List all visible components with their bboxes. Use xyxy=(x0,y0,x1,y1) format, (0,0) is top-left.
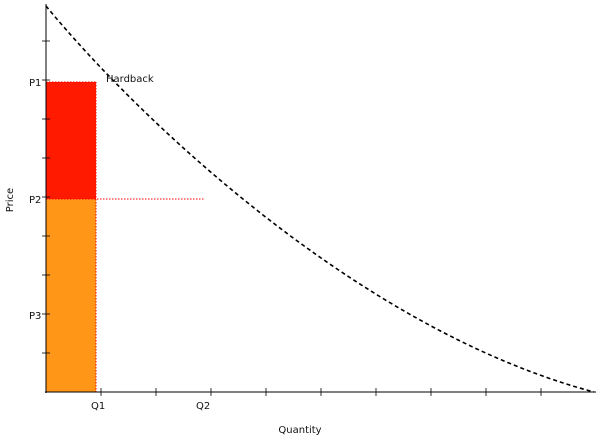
demand-curve xyxy=(45,5,595,393)
revenue-area-upper xyxy=(46,82,96,199)
x-axis-ticks xyxy=(100,388,542,396)
label-p2: P2 xyxy=(29,195,41,206)
label-p1: P1 xyxy=(29,78,41,89)
label-q1: Q1 xyxy=(91,401,105,412)
label-q2: Q2 xyxy=(196,401,210,412)
y-axis-title: Price xyxy=(5,188,16,212)
curve-label-hardback: Hardback xyxy=(106,74,154,85)
x-axis-title: Quantity xyxy=(278,425,321,436)
y-axis-ticks xyxy=(42,40,50,354)
revenue-area-lower xyxy=(46,199,96,392)
label-p3: P3 xyxy=(29,311,41,322)
